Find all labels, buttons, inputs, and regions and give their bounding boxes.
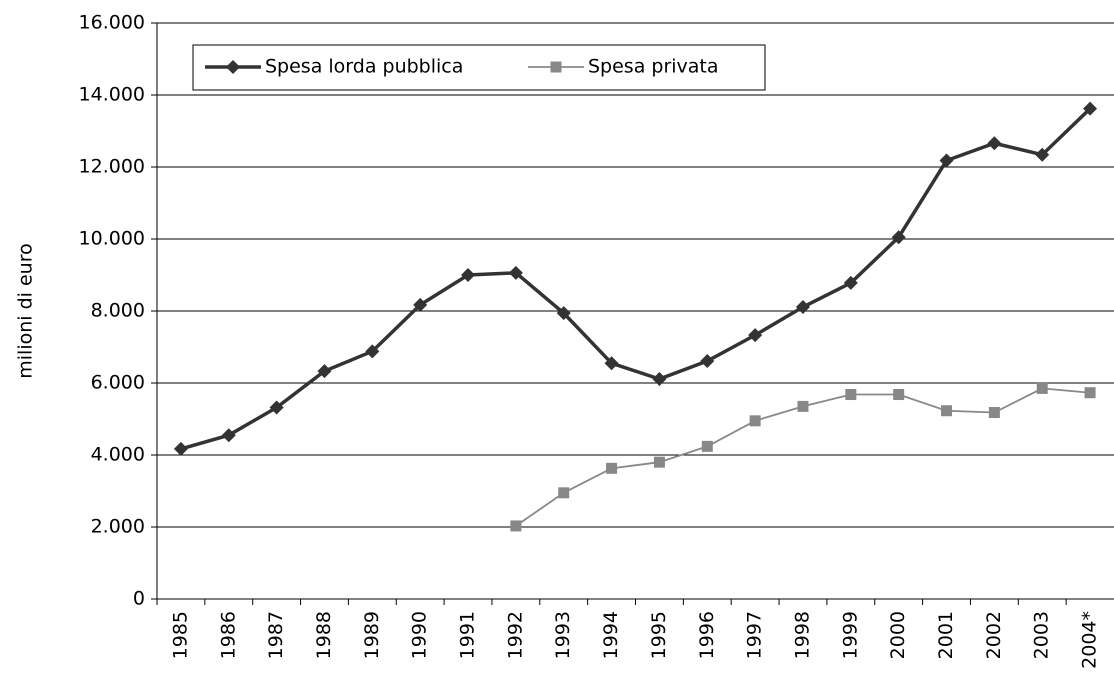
y-tick-label: 2.000 [91, 516, 145, 538]
point [939, 153, 954, 168]
x-tick-label: 2000 [887, 611, 909, 659]
x-tick-label: 1989 [361, 611, 383, 659]
legend-marker [226, 60, 240, 74]
x-tick-label: 2001 [935, 611, 957, 659]
x-tick-label: 2003 [1031, 611, 1053, 659]
x-tick-label: 1995 [648, 611, 670, 659]
legend-label: Spesa privata [588, 56, 719, 78]
point [653, 456, 665, 468]
x-tick-label: 1991 [457, 611, 479, 659]
x-tick-label: 1992 [504, 611, 526, 659]
point [893, 389, 905, 401]
y-axis-label: milioni di euro [15, 243, 37, 378]
point [652, 372, 667, 387]
point [173, 441, 188, 456]
x-tick-label: 1985 [169, 611, 191, 659]
point [604, 356, 619, 371]
point [365, 344, 380, 359]
x-tick-label: 1998 [791, 611, 813, 659]
point [988, 407, 1000, 419]
x-tick-label: 1999 [839, 611, 861, 659]
point [558, 487, 570, 499]
point [1036, 382, 1048, 394]
point [701, 440, 713, 452]
x-tick-label: 1990 [409, 611, 431, 659]
x-tick-label: 1996 [696, 611, 718, 659]
point [508, 265, 523, 280]
x-tick-label: 2002 [983, 611, 1005, 659]
x-tick-label: 1987 [265, 611, 287, 659]
point [891, 230, 906, 245]
x-tick-label: 2004* [1079, 611, 1101, 669]
point [1083, 101, 1098, 116]
y-tick-label: 4.000 [91, 444, 145, 466]
point [748, 328, 763, 343]
point [797, 400, 809, 412]
x-tick-label: 1986 [217, 611, 239, 659]
y-tick-label: 10.000 [79, 228, 145, 250]
x-tick-label: 1993 [552, 611, 574, 659]
point [795, 300, 810, 315]
legend [192, 44, 766, 91]
legend-marker [550, 61, 562, 73]
point [269, 400, 284, 415]
x-tick-label: 1994 [600, 611, 622, 659]
series-line [180, 107, 1092, 451]
point [749, 415, 761, 427]
point [556, 306, 571, 321]
y-tick-label: 6.000 [91, 372, 145, 394]
point [1084, 387, 1096, 399]
x-tick-label: 1997 [744, 611, 766, 659]
point [700, 354, 715, 369]
point [221, 428, 236, 443]
y-tick-label: 14.000 [79, 84, 145, 106]
point [1035, 147, 1050, 162]
point [845, 389, 857, 401]
point [317, 364, 332, 379]
point [413, 297, 428, 312]
point [843, 275, 858, 290]
point [461, 268, 476, 282]
y-tick-label: 8.000 [91, 300, 145, 322]
point [987, 136, 1002, 151]
y-tick-label: 12.000 [79, 156, 145, 178]
point [606, 462, 618, 474]
legend-label: Spesa lorda pubblica [265, 56, 463, 78]
point [510, 520, 522, 532]
point [941, 405, 953, 417]
y-tick-label: 16.000 [79, 12, 145, 34]
y-tick-label: 0 [133, 588, 145, 610]
x-tick-label: 1988 [313, 611, 335, 659]
